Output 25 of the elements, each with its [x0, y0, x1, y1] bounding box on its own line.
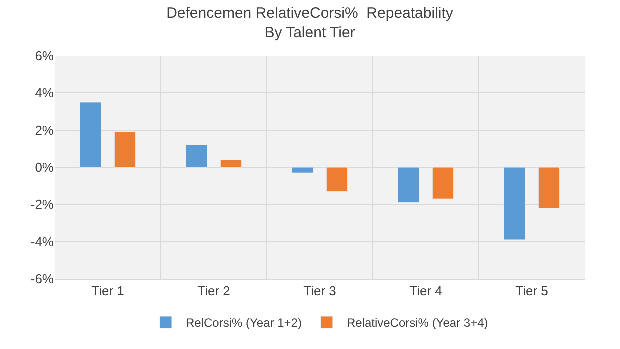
y-tick-label: 6% — [35, 48, 54, 64]
bar — [432, 167, 454, 200]
bar — [114, 132, 136, 168]
bar — [504, 167, 526, 240]
bar — [292, 167, 314, 174]
y-tick-label: 0% — [35, 160, 54, 176]
bar — [220, 160, 242, 168]
chart-title: Defencemen RelativeCorsi% Repeatability By Talent Tier — [166, 5, 454, 42]
x-tick-label: Tier 2 — [198, 284, 230, 299]
x-tick-label: Tier 3 — [304, 284, 336, 299]
legend-label: RelCorsi% (Year 1+2) — [186, 316, 302, 330]
x-tick-label: Tier 4 — [410, 284, 442, 299]
y-tick-label: -6% — [30, 272, 54, 287]
bar — [80, 102, 102, 168]
bar — [398, 167, 420, 204]
bar — [326, 167, 348, 192]
x-tick-label: Tier 5 — [516, 284, 548, 299]
bar — [186, 144, 208, 168]
y-tick-label: 2% — [35, 122, 54, 138]
legend-label: RelativeCorsi% (Year 3+4) — [346, 316, 488, 330]
y-tick-label: -4% — [30, 234, 54, 250]
y-tick-label: -2% — [30, 197, 54, 212]
x-tick-label: Tier 1 — [92, 284, 124, 299]
bar — [538, 167, 560, 209]
y-tick-label: 4% — [35, 86, 54, 101]
